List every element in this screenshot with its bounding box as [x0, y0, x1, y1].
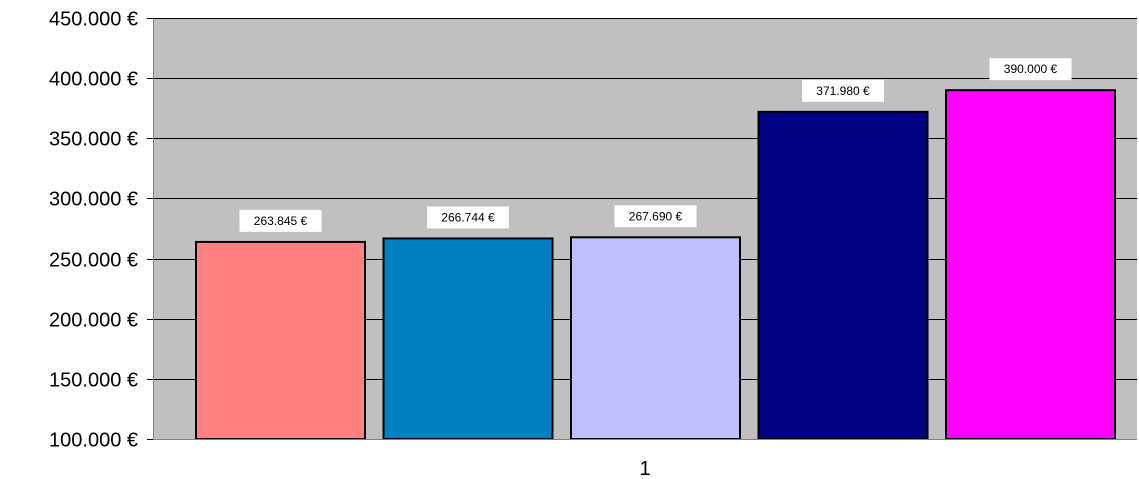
y-axis-ticks: 100.000 € 150.000 € 200.000 € 250.000 € 300.… — [49, 9, 153, 452]
bar — [945, 89, 1116, 441]
data-label: 390.000 € — [1004, 62, 1058, 76]
y-tick-label: 350.000 € — [49, 129, 138, 151]
axes — [153, 18, 1137, 440]
data-label: 267.690 € — [629, 209, 683, 223]
y-tick-label: 200.000 € — [49, 310, 138, 332]
x-axis-ticks: 1 — [639, 458, 650, 479]
data-label-box — [427, 206, 509, 229]
bar — [757, 110, 929, 440]
data-label-box — [802, 79, 884, 102]
y-tick-label: 150.000 € — [49, 370, 138, 392]
bar — [570, 236, 741, 440]
data-label-box — [239, 209, 322, 232]
x-tick-label: 1 — [639, 458, 650, 479]
bar — [382, 237, 554, 440]
data-label: 263.845 € — [254, 214, 308, 228]
data-label-box — [989, 58, 1072, 81]
y-tick-label: 300.000 € — [49, 189, 138, 211]
y-tick-label: 400.000 € — [49, 69, 138, 91]
y-tick-label: 100.000 € — [49, 430, 138, 452]
data-labels: 263.845 € 266.744 € 267.690 € 371.980 € 390.… — [239, 58, 1072, 232]
bar — [195, 240, 366, 440]
data-label: 371.980 € — [816, 84, 870, 98]
data-label: 266.744 € — [441, 210, 495, 224]
y-tick-label: 450.000 € — [49, 9, 138, 31]
y-tick-label: 250.000 € — [49, 250, 138, 272]
data-label-box — [614, 205, 697, 228]
